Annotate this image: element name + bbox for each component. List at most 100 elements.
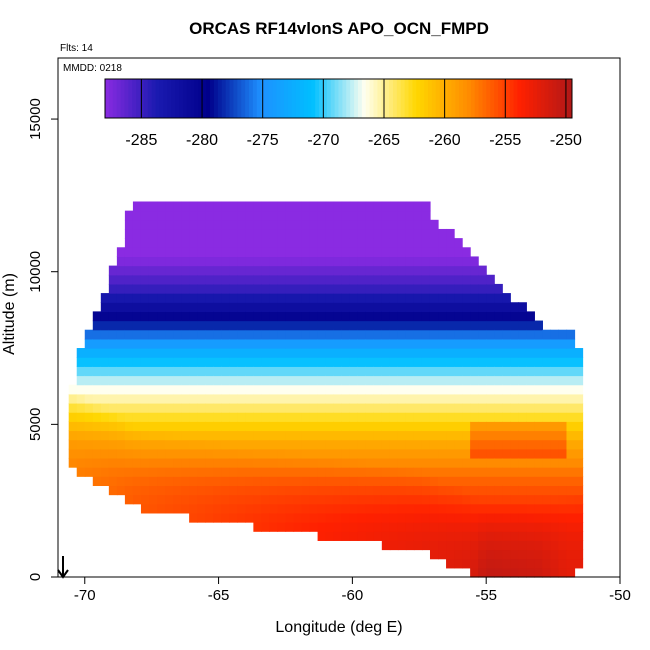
heatmap-cell <box>237 302 246 312</box>
colorbar-segment <box>478 79 483 118</box>
heatmap-cell <box>494 421 503 432</box>
heatmap-cell <box>357 476 367 487</box>
heatmap-cell <box>140 457 150 468</box>
heatmap-cell <box>478 384 487 395</box>
heatmap-cell <box>421 357 431 367</box>
colorbar-segment <box>202 79 207 118</box>
heatmap-cell <box>237 467 246 477</box>
heatmap-cell <box>397 503 407 514</box>
heatmap-cell <box>542 494 552 505</box>
heatmap-cell <box>165 329 174 340</box>
heatmap-cell <box>213 439 222 450</box>
heatmap-cell <box>221 457 230 468</box>
heatmap-cell <box>100 412 110 422</box>
heatmap-cell <box>389 393 399 404</box>
heatmap-cell <box>462 512 471 523</box>
heatmap-cell <box>574 522 584 532</box>
heatmap-cell <box>221 512 230 523</box>
heatmap-cell <box>213 494 222 505</box>
heatmap-cell <box>148 201 158 212</box>
heatmap-cell <box>108 439 118 450</box>
heatmap-cell <box>494 549 503 560</box>
heatmap-cell <box>510 494 519 505</box>
y-tick-label: 5000 <box>27 408 44 441</box>
heatmap-cell <box>325 329 335 340</box>
heatmap-cell <box>309 522 319 532</box>
heatmap-cell <box>317 421 327 432</box>
heatmap-cell <box>381 457 391 468</box>
heatmap-cell <box>293 522 303 532</box>
heatmap-cell <box>478 503 487 514</box>
heatmap-cell <box>165 283 174 294</box>
heatmap-cell <box>486 503 495 514</box>
heatmap-cell <box>454 421 463 432</box>
heatmap-cell <box>349 265 359 276</box>
heatmap-cell <box>470 320 479 331</box>
colorbar-segment <box>311 79 316 118</box>
heatmap-cell <box>293 311 303 322</box>
heatmap-cell <box>365 311 375 322</box>
heatmap-cell <box>454 384 463 395</box>
heatmap-cell <box>486 384 495 395</box>
heatmap-cell <box>365 476 375 487</box>
heatmap-cell <box>76 402 86 413</box>
heatmap-cell <box>100 366 110 377</box>
colorbar-segment <box>408 79 413 118</box>
heatmap-cell <box>173 201 182 212</box>
colorbar-segment <box>245 79 250 118</box>
heatmap-cell <box>205 320 214 331</box>
heatmap-cell <box>76 412 86 422</box>
heatmap-cell <box>285 393 295 404</box>
heatmap-cell <box>197 421 206 432</box>
heatmap-cell <box>413 293 423 303</box>
heatmap-cell <box>108 293 118 303</box>
heatmap-cell <box>558 430 568 441</box>
heatmap-cell <box>357 494 367 505</box>
heatmap-cell <box>301 329 311 340</box>
heatmap-cell <box>413 265 423 276</box>
heatmap-cell <box>213 228 222 239</box>
heatmap-cell <box>486 366 495 377</box>
heatmap-cell <box>341 494 351 505</box>
heatmap-cell <box>357 201 367 212</box>
heatmap-cell <box>373 329 383 340</box>
heatmap-cell <box>140 329 150 340</box>
heatmap-cell <box>413 247 423 258</box>
y-tick-label: 15000 <box>27 98 44 140</box>
heatmap-cell <box>405 357 415 367</box>
heatmap-cell <box>397 348 407 358</box>
heatmap-cell <box>213 293 222 303</box>
heatmap-cell <box>245 338 254 349</box>
colorbar-segment <box>280 79 285 118</box>
heatmap-cell <box>462 247 471 258</box>
heatmap-cell <box>116 247 126 258</box>
heatmap-cell <box>478 283 487 294</box>
heatmap-cell <box>421 476 431 487</box>
heatmap-cell <box>365 448 375 459</box>
heatmap-cell <box>429 293 439 303</box>
heatmap-cell <box>526 320 535 331</box>
heatmap-cell <box>429 485 439 496</box>
heatmap-cell <box>381 467 391 477</box>
heatmap-cell <box>229 439 238 450</box>
heatmap-cell <box>293 247 303 258</box>
arrow-icon <box>57 556 69 579</box>
heatmap-cell <box>341 329 351 340</box>
heatmap-cell <box>413 503 423 514</box>
heatmap-cell <box>253 357 262 367</box>
heatmap-cell <box>357 357 367 367</box>
heatmap-cell <box>325 238 335 248</box>
heatmap-cell <box>309 210 319 221</box>
heatmap-cell <box>237 201 246 212</box>
heatmap-cell <box>205 210 214 221</box>
heatmap-cell <box>173 485 182 496</box>
heatmap-cell <box>373 412 383 422</box>
heatmap-cell <box>309 467 319 477</box>
heatmap-cell <box>237 329 246 340</box>
heatmap-cell <box>397 219 407 230</box>
colorbar-segment <box>276 79 281 118</box>
heatmap-cell <box>341 228 351 239</box>
heatmap-cell <box>373 503 383 514</box>
heatmap-cell <box>462 476 471 487</box>
heatmap-cell <box>510 329 519 340</box>
